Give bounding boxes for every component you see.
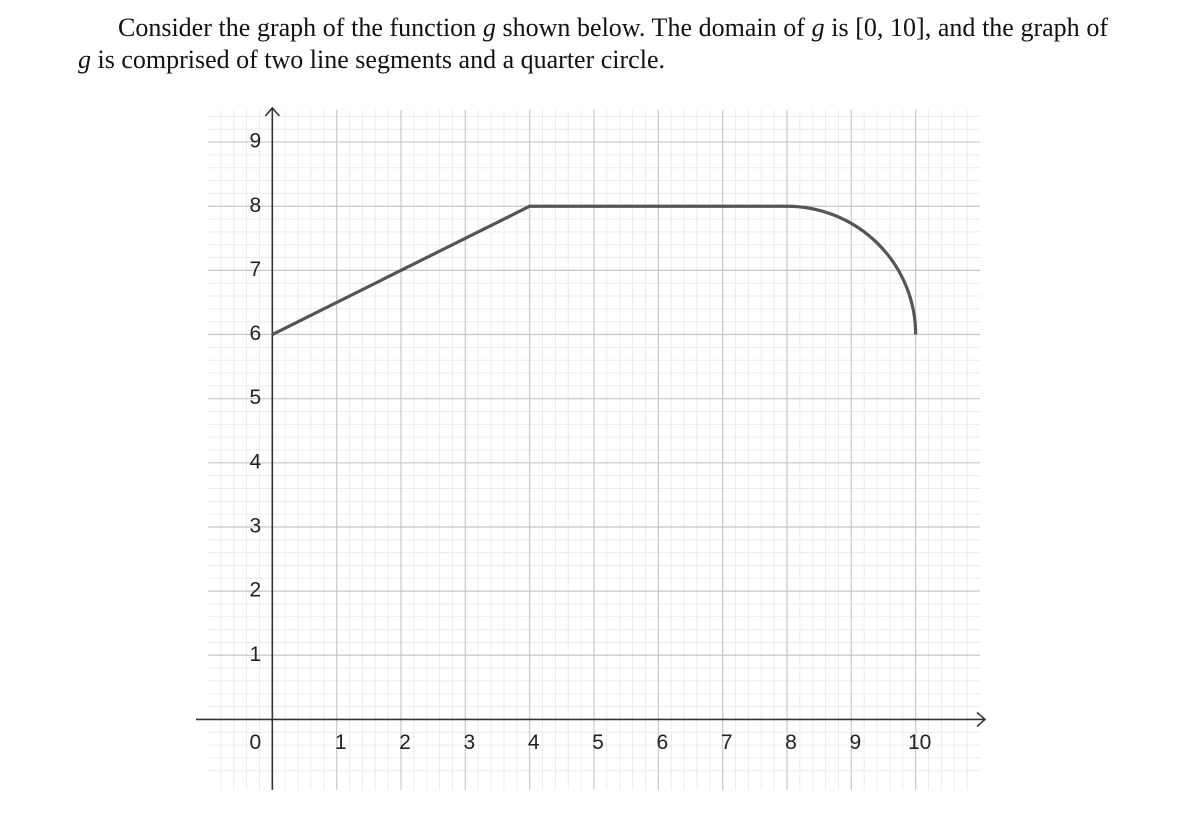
text: is <box>824 13 856 42</box>
problem-text: Consider the graph of the function g sho… <box>78 12 1108 76</box>
y-tick-label: 0 <box>249 731 261 754</box>
x-tick-label: 3 <box>463 731 475 754</box>
x-tick-label: 2 <box>399 731 411 754</box>
math: g <box>482 13 496 42</box>
x-tick-label: 4 <box>528 731 540 754</box>
x-tick-label: 5 <box>592 731 604 754</box>
graph-line <box>271 204 918 336</box>
x-tick-label: 7 <box>721 731 733 754</box>
x-tick-label: 6 <box>656 731 668 754</box>
text: shown below. The domain of <box>495 13 812 42</box>
y-tick-label: 1 <box>249 643 261 666</box>
math: g <box>78 45 91 74</box>
math: [0, 10] <box>855 13 925 42</box>
y-tick-label: 6 <box>249 322 261 345</box>
y-axis-arrow <box>264 106 280 117</box>
text: , and the graph of <box>924 13 1108 42</box>
text: is comprised of two line segments and a … <box>91 45 665 74</box>
x-axis-arrow <box>976 711 987 728</box>
y-tick-label: 3 <box>249 515 261 538</box>
math: g <box>811 13 825 42</box>
x-tick-label: 10 <box>908 731 931 754</box>
x-tick-label: 8 <box>785 731 797 754</box>
text: Consider the graph of the function <box>118 13 483 42</box>
y-tick-label: 8 <box>249 194 261 217</box>
y-tick-label: 2 <box>249 579 261 602</box>
y-tick-label: 7 <box>249 258 261 281</box>
y-tick-label: 9 <box>249 130 261 153</box>
y-tick-label: 5 <box>249 386 261 409</box>
x-tick-label: 1 <box>335 731 347 754</box>
y-tick-label: 4 <box>249 450 261 473</box>
x-tick-label: 9 <box>849 731 861 754</box>
